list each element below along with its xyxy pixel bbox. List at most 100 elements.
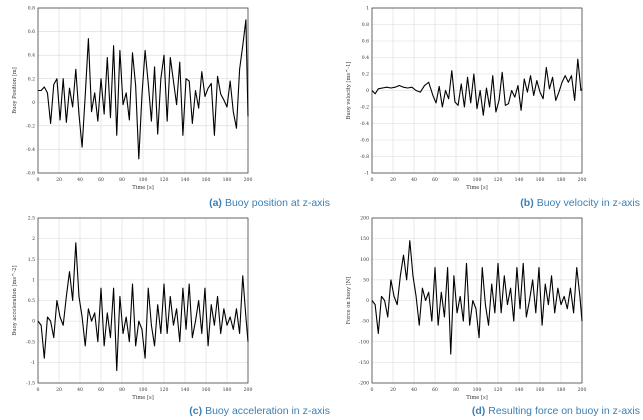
x-tick-label-2: 40 bbox=[77, 387, 83, 393]
y-tick-label-4: 0.5 bbox=[28, 298, 35, 304]
x-tick-label-10: 200 bbox=[578, 387, 587, 393]
x-tick-label-7: 140 bbox=[515, 387, 524, 393]
caption-tag: (c) bbox=[189, 405, 203, 417]
y-axis-label: Buoy Position [m] bbox=[12, 67, 18, 113]
x-tick-label-1: 20 bbox=[390, 387, 396, 393]
x-tick-label-10: 200 bbox=[244, 387, 253, 393]
chart-panel-c: 0 20 40 60 80 100 120 140 160 180 200 -1.5 -1 -0.5 0 0.… bbox=[6, 212, 268, 404]
y-tick-label-10: 1 bbox=[366, 6, 369, 12]
caption-text: Buoy acceleration in z-axis bbox=[205, 405, 330, 417]
x-tick-label-5: 100 bbox=[139, 177, 148, 183]
x-tick-label-3: 60 bbox=[432, 387, 438, 393]
y-tick-label-7: 0.4 bbox=[362, 55, 369, 61]
x-tick-label-4: 80 bbox=[453, 177, 459, 183]
x-tick-label-0: 0 bbox=[37, 177, 40, 183]
series-line-0 bbox=[38, 19, 249, 160]
y-tick-label-8: 200 bbox=[360, 216, 369, 222]
x-axis-label: Time [s] bbox=[132, 185, 153, 191]
x-tick-label-9: 180 bbox=[223, 177, 232, 183]
x-axis-label: Time [s] bbox=[466, 185, 487, 191]
caption-tag: (b) bbox=[520, 197, 534, 209]
y-tick-label-1: -0.8 bbox=[360, 154, 369, 160]
y-tick-label-3: -50 bbox=[362, 319, 369, 325]
x-tick-label-6: 120 bbox=[160, 177, 169, 183]
chart-panel-b: 0 20 40 60 80 100 120 140 160 180 200 -1 -0.8 -0.6 -0.… bbox=[340, 2, 602, 194]
x-tick-label-7: 140 bbox=[515, 177, 524, 183]
x-tick-label-1: 20 bbox=[56, 387, 62, 393]
y-tick-label-4: -0.2 bbox=[360, 105, 369, 111]
y-tick-label-2: -0.2 bbox=[26, 123, 35, 129]
caption-b: (b) Buoy velocity in z-axis bbox=[520, 197, 640, 209]
x-tick-label-10: 200 bbox=[244, 177, 253, 183]
x-tick-label-5: 100 bbox=[139, 387, 148, 393]
y-tick-label-5: 0 bbox=[366, 88, 369, 94]
series-line-0 bbox=[371, 240, 583, 355]
y-tick-label-9: 0.8 bbox=[362, 22, 369, 28]
y-tick-label-0: -1 bbox=[365, 171, 370, 177]
y-tick-label-5: 50 bbox=[363, 277, 369, 283]
y-tick-label-7: 0.8 bbox=[28, 6, 35, 12]
x-tick-label-6: 120 bbox=[494, 387, 503, 393]
chart-panel-d: 0 20 40 60 80 100 120 140 160 180 200 -200 -150 -100 -… bbox=[340, 212, 602, 404]
series-line-0 bbox=[371, 58, 583, 116]
x-tick-label-4: 80 bbox=[453, 387, 459, 393]
y-tick-label-5: 0.4 bbox=[28, 53, 35, 59]
y-tick-label-3: -0.4 bbox=[360, 121, 369, 127]
x-tick-label-8: 160 bbox=[202, 177, 211, 183]
y-tick-label-1: -1 bbox=[31, 360, 36, 366]
y-tick-label-7: 2 bbox=[32, 236, 35, 242]
x-tick-label-3: 60 bbox=[98, 387, 104, 393]
y-tick-label-3: 0 bbox=[32, 100, 35, 106]
x-axis-label: Time [s] bbox=[132, 395, 153, 401]
caption-d: (d) Resulting force on buoy in z-axis bbox=[472, 405, 640, 417]
chart-svg-a: 0 20 40 60 80 100 120 140 160 180 200 -0.6 -0.4 -0.2 0… bbox=[12, 6, 253, 191]
chart-panel-a: 0 20 40 60 80 100 120 140 160 180 200 -0.6 -0.4 -0.2 0… bbox=[6, 2, 268, 194]
plot-frame bbox=[37, 217, 249, 384]
caption-a: (a) Buoy position at z-axis bbox=[209, 197, 330, 209]
x-tick-label-2: 40 bbox=[411, 387, 417, 393]
y-tick-label-8: 0.6 bbox=[362, 39, 369, 45]
y-tick-label-6: 0.6 bbox=[28, 29, 35, 35]
x-tick-label-5: 100 bbox=[473, 177, 482, 183]
chart-svg-d: 0 20 40 60 80 100 120 140 160 180 200 -200 -150 -100 -… bbox=[346, 216, 587, 401]
x-tick-label-8: 160 bbox=[536, 177, 545, 183]
y-tick-label-7: 150 bbox=[360, 236, 369, 242]
caption-c: (c) Buoy acceleration in z-axis bbox=[189, 405, 330, 417]
y-tick-label-4: 0 bbox=[366, 298, 369, 304]
caption-tag: (d) bbox=[471, 405, 486, 417]
y-tick-label-1: -0.4 bbox=[26, 147, 35, 153]
y-axis-label: Force on buoy [N] bbox=[346, 277, 352, 325]
x-tick-label-6: 120 bbox=[160, 387, 169, 393]
x-tick-label-9: 180 bbox=[557, 177, 566, 183]
x-axis-label: Time [s] bbox=[466, 395, 487, 401]
x-tick-label-7: 140 bbox=[181, 177, 190, 183]
x-tick-label-0: 0 bbox=[371, 387, 374, 393]
y-tick-label-5: 1 bbox=[32, 277, 35, 283]
y-tick-label-0: -0.6 bbox=[26, 171, 35, 177]
x-tick-label-3: 60 bbox=[432, 177, 438, 183]
y-tick-label-1: -150 bbox=[359, 360, 369, 366]
y-tick-label-3: 0 bbox=[32, 319, 35, 325]
x-tick-label-9: 180 bbox=[557, 387, 566, 393]
x-tick-label-4: 80 bbox=[119, 387, 125, 393]
x-tick-label-10: 200 bbox=[578, 177, 587, 183]
x-tick-label-5: 100 bbox=[473, 387, 482, 393]
y-tick-label-2: -0.5 bbox=[26, 339, 35, 345]
x-tick-label-2: 40 bbox=[411, 177, 417, 183]
y-axis-label: Buoy acceleration [ms^-2] bbox=[11, 265, 18, 335]
caption-text: Resulting force on buoy in z-axis bbox=[488, 405, 640, 417]
x-tick-label-0: 0 bbox=[37, 387, 40, 393]
x-tick-label-0: 0 bbox=[371, 177, 374, 183]
chart-svg-c: 0 20 40 60 80 100 120 140 160 180 200 -1.5 -1 -0.5 0 0.… bbox=[11, 216, 253, 401]
y-tick-label-6: 1.5 bbox=[28, 257, 35, 263]
x-tick-label-2: 40 bbox=[77, 177, 83, 183]
y-tick-label-6: 0.2 bbox=[362, 72, 369, 78]
y-tick-label-6: 100 bbox=[360, 257, 369, 263]
x-tick-label-6: 120 bbox=[494, 177, 503, 183]
y-axis-label: Buoy velocity [ms^-1] bbox=[345, 62, 352, 120]
caption-text: Buoy velocity in z-axis bbox=[536, 197, 640, 209]
caption-tag: (a) bbox=[209, 197, 222, 209]
caption-text: Buoy position at z-axis bbox=[224, 197, 330, 209]
x-tick-label-4: 80 bbox=[119, 177, 125, 183]
x-tick-label-7: 140 bbox=[181, 387, 190, 393]
